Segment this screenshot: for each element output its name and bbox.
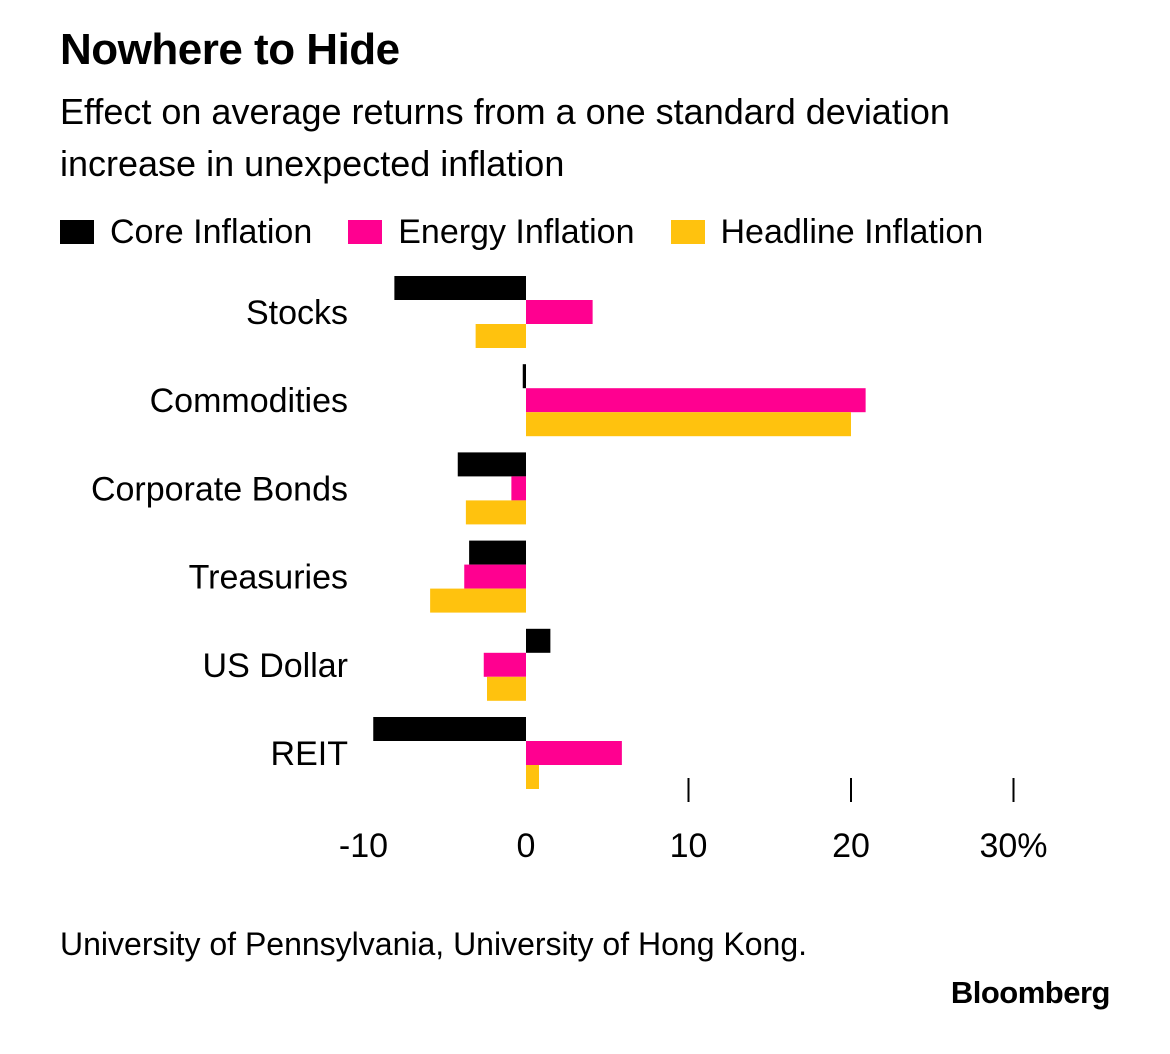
bar-treasuries-core-inflation	[469, 540, 526, 565]
bar-treasuries-energy-inflation	[464, 564, 526, 589]
category-label-reit: REIT	[271, 735, 348, 773]
bar-corporate-bonds-core-inflation	[457, 452, 526, 477]
legend-label-headline: Headline Inflation	[720, 212, 984, 251]
bar-corporate-bonds-energy-inflation	[511, 476, 526, 501]
x-tick-label-4: 30%	[979, 827, 1047, 865]
legend-label-energy: Energy Inflation	[398, 212, 635, 251]
category-label-corporate-bonds: Corporate Bonds	[91, 470, 348, 508]
bar-corporate-bonds-headline-inflation	[465, 500, 526, 525]
category-label-stocks: Stocks	[246, 294, 348, 332]
legend-label-core: Core Inflation	[110, 212, 313, 251]
chart-subtitle: Effect on average returns from a one sta…	[60, 91, 950, 185]
legend-item-core: Core Inflation	[60, 213, 312, 252]
legend-swatch-headline	[670, 220, 705, 244]
bloomberg-logo: Bloomberg	[950, 975, 1111, 1010]
bar-chart: Stocks Commodities Corporate Bonds Treasuri…	[91, 276, 1048, 865]
bar-us-dollar-headline-inflation	[487, 676, 526, 701]
bar-commodities-headline-inflation	[526, 412, 851, 437]
bar-stocks-headline-inflation	[475, 324, 526, 348]
bar-commodities-core-inflation	[522, 364, 526, 389]
legend-swatch-core	[60, 220, 94, 244]
category-label-us-dollar: US Dollar	[203, 647, 348, 685]
legend: Core Inflation Energy Inflation Headline…	[60, 210, 1019, 254]
category-label-commodities: Commodities	[150, 382, 348, 420]
bar-stocks-core-inflation	[394, 276, 526, 300]
x-tick-label-1: 0	[517, 827, 536, 865]
bar-commodities-energy-inflation	[526, 388, 866, 413]
bar-reit-core-inflation	[373, 717, 526, 741]
x-tick-label-0: -10	[339, 827, 388, 865]
x-tick-label-2: 10	[670, 827, 708, 865]
source-note: University of Pennsylvania, University o…	[60, 926, 808, 962]
bar-us-dollar-core-inflation	[526, 628, 551, 653]
bar-reit-energy-inflation	[526, 741, 622, 765]
x-tick-label-3: 20	[832, 827, 870, 865]
legend-swatch-energy	[348, 220, 383, 244]
bar-stocks-energy-inflation	[526, 300, 593, 324]
legend-item-headline: Headline Inflation	[670, 212, 984, 252]
bar-us-dollar-energy-inflation	[483, 652, 526, 677]
legend-item-energy: Energy Inflation	[348, 212, 635, 252]
bar-reit-headline-inflation	[526, 765, 539, 789]
chart-title: Nowhere to Hide	[60, 25, 400, 74]
category-label-treasuries: Treasuries	[189, 559, 348, 597]
bar-treasuries-headline-inflation	[430, 588, 526, 613]
